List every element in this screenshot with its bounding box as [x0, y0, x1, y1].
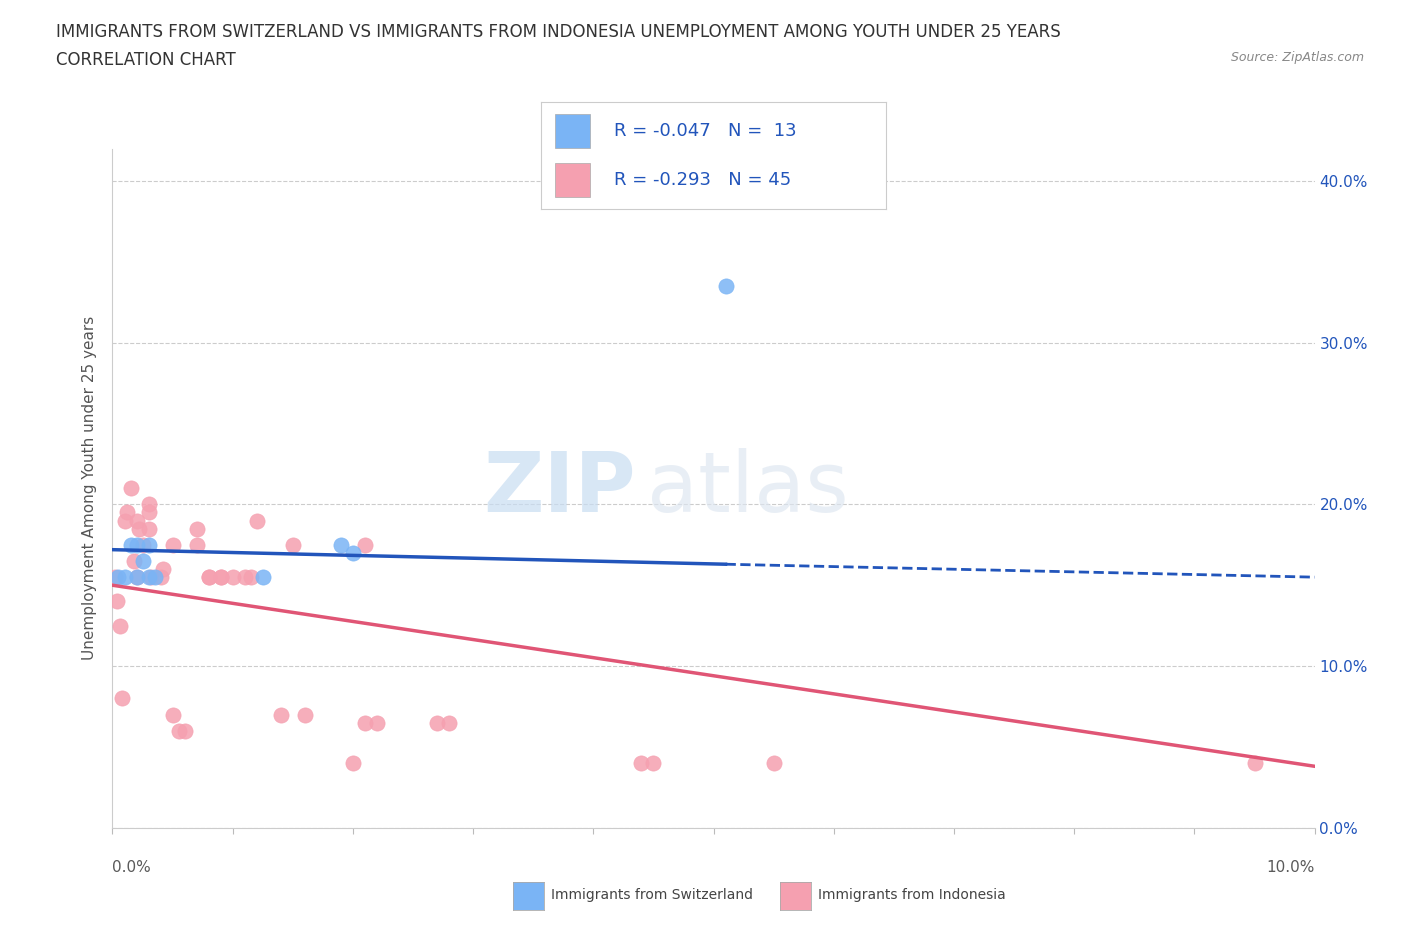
Point	[366, 715, 388, 730]
Point	[114, 513, 136, 528]
Point	[107, 570, 129, 585]
Point	[162, 707, 184, 722]
Point	[167, 724, 190, 738]
Point	[125, 570, 148, 585]
Point	[111, 691, 134, 706]
Point	[354, 715, 377, 730]
Text: ZIP: ZIP	[482, 447, 636, 529]
Text: CORRELATION CHART: CORRELATION CHART	[56, 51, 236, 69]
Point	[162, 538, 184, 552]
Point	[222, 570, 245, 585]
Point	[131, 553, 153, 568]
Text: R = -0.047   N =  13: R = -0.047 N = 13	[613, 122, 796, 140]
Text: Immigrants from Switzerland: Immigrants from Switzerland	[551, 887, 754, 902]
Text: 0.0%: 0.0%	[112, 860, 152, 875]
Point	[131, 538, 153, 552]
Point	[138, 538, 160, 552]
Point	[108, 618, 131, 633]
Point	[342, 755, 364, 770]
Text: Source: ZipAtlas.com: Source: ZipAtlas.com	[1230, 51, 1364, 64]
Point	[125, 570, 148, 585]
Point	[125, 513, 148, 528]
Point	[329, 538, 352, 552]
Point	[143, 570, 166, 585]
Point	[128, 521, 150, 536]
Point	[342, 546, 364, 561]
Text: IMMIGRANTS FROM SWITZERLAND VS IMMIGRANTS FROM INDONESIA UNEMPLOYMENT AMONG YOUT: IMMIGRANTS FROM SWITZERLAND VS IMMIGRANT…	[56, 23, 1062, 41]
Point	[252, 570, 274, 585]
Y-axis label: Unemployment Among Youth under 25 years: Unemployment Among Youth under 25 years	[82, 316, 97, 660]
Point	[270, 707, 292, 722]
Point	[209, 570, 232, 585]
Point	[152, 562, 174, 577]
Point	[197, 570, 219, 585]
FancyBboxPatch shape	[555, 164, 589, 197]
Point	[138, 570, 160, 585]
Point	[714, 279, 737, 294]
Point	[239, 570, 262, 585]
Point	[149, 570, 172, 585]
Text: R = -0.293   N = 45: R = -0.293 N = 45	[613, 171, 792, 190]
Text: Immigrants from Indonesia: Immigrants from Indonesia	[818, 887, 1007, 902]
Point	[246, 513, 269, 528]
Point	[122, 553, 145, 568]
Point	[354, 538, 377, 552]
Point	[139, 570, 162, 585]
Point	[104, 570, 127, 585]
Point	[120, 538, 142, 552]
Point	[426, 715, 449, 730]
Point	[437, 715, 460, 730]
Point	[762, 755, 785, 770]
Text: atlas: atlas	[647, 447, 849, 529]
Point	[186, 521, 208, 536]
Point	[115, 505, 138, 520]
Point	[197, 570, 219, 585]
Point	[281, 538, 304, 552]
Point	[1243, 755, 1265, 770]
Point	[233, 570, 256, 585]
Point	[630, 755, 652, 770]
Point	[125, 538, 148, 552]
Point	[186, 538, 208, 552]
Point	[120, 481, 142, 496]
Text: 10.0%: 10.0%	[1267, 860, 1315, 875]
Point	[138, 505, 160, 520]
Point	[138, 497, 160, 512]
Point	[209, 570, 232, 585]
FancyBboxPatch shape	[555, 114, 589, 148]
Point	[294, 707, 316, 722]
Point	[114, 570, 136, 585]
Point	[173, 724, 195, 738]
Point	[105, 594, 128, 609]
Point	[138, 521, 160, 536]
Point	[643, 755, 665, 770]
